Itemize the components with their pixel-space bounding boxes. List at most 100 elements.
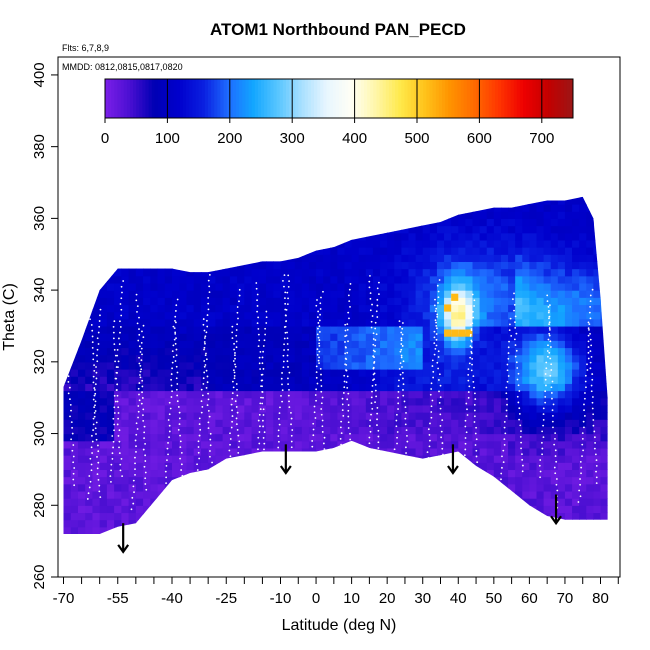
heat-cell bbox=[458, 311, 466, 320]
obs-point bbox=[176, 394, 179, 397]
heat-cell bbox=[266, 325, 274, 334]
heat-cell bbox=[536, 447, 545, 456]
heat-cell bbox=[143, 376, 151, 384]
heat-cell bbox=[365, 419, 374, 427]
heat-cell bbox=[244, 347, 253, 356]
obs-point bbox=[503, 421, 506, 423]
heat-cell bbox=[222, 333, 231, 341]
heat-cell bbox=[244, 290, 253, 298]
obs-point bbox=[93, 369, 96, 372]
heat-cell bbox=[564, 498, 573, 506]
obs-point bbox=[374, 321, 377, 324]
obs-point bbox=[542, 407, 545, 410]
heat-cell bbox=[415, 290, 424, 298]
heat-cell bbox=[572, 490, 580, 499]
obs-point bbox=[234, 354, 236, 357]
obs-point bbox=[521, 453, 523, 455]
heat-cell bbox=[237, 340, 245, 349]
obs-point bbox=[545, 361, 548, 364]
heat-cell bbox=[522, 376, 530, 384]
heat-cell bbox=[215, 397, 224, 406]
obs-point bbox=[514, 326, 517, 329]
heat-cell bbox=[273, 290, 282, 298]
obs-point bbox=[319, 313, 321, 316]
obs-point bbox=[553, 466, 556, 469]
obs-point bbox=[349, 283, 352, 285]
heat-cell bbox=[237, 397, 245, 406]
obs-point bbox=[113, 343, 116, 346]
heat-cell bbox=[372, 340, 381, 349]
obs-point bbox=[318, 350, 321, 353]
obs-point bbox=[287, 366, 289, 368]
heat-cell bbox=[593, 369, 602, 377]
heat-cell bbox=[308, 275, 317, 284]
obs-point bbox=[513, 304, 516, 306]
obs-point bbox=[134, 462, 136, 465]
obs-point bbox=[121, 475, 124, 477]
heat-cell bbox=[294, 318, 303, 327]
heat-cell bbox=[157, 433, 166, 442]
heat-cell bbox=[586, 282, 594, 291]
heat-cell bbox=[394, 412, 402, 420]
heat-cell bbox=[215, 268, 224, 277]
heat-cell bbox=[429, 440, 438, 449]
obs-point bbox=[119, 469, 122, 472]
heat-cell bbox=[308, 340, 317, 349]
heat-cell bbox=[287, 361, 296, 370]
heat-cell bbox=[215, 383, 224, 392]
heat-cell bbox=[208, 455, 216, 463]
heat-cell bbox=[128, 412, 137, 420]
heat-cell bbox=[135, 325, 144, 334]
heat-cell bbox=[429, 275, 438, 284]
obs-point bbox=[464, 437, 467, 439]
obs-point bbox=[401, 371, 404, 374]
heat-cell bbox=[77, 419, 86, 427]
obs-point bbox=[118, 343, 121, 346]
heat-cell bbox=[572, 412, 580, 420]
heat-cell bbox=[550, 247, 559, 255]
obs-point bbox=[235, 329, 238, 331]
obs-point bbox=[373, 378, 376, 381]
heat-cell bbox=[215, 354, 224, 363]
heat-cell bbox=[408, 333, 417, 341]
heat-cell bbox=[500, 383, 509, 392]
heat-cell bbox=[550, 369, 559, 377]
heat-cell bbox=[444, 232, 452, 241]
heat-cell bbox=[572, 404, 580, 413]
heat-cell bbox=[258, 412, 267, 420]
obs-point bbox=[131, 496, 134, 499]
obs-point bbox=[475, 438, 478, 441]
obs-point bbox=[400, 339, 403, 342]
heat-cell bbox=[572, 440, 580, 449]
heat-cell bbox=[77, 426, 86, 435]
heat-cell bbox=[301, 397, 310, 406]
obs-point bbox=[290, 446, 293, 449]
obs-point bbox=[403, 400, 406, 403]
obs-point bbox=[587, 346, 590, 348]
heat-cell bbox=[479, 225, 488, 234]
heat-cell bbox=[408, 426, 417, 435]
heat-cell bbox=[564, 297, 573, 306]
heat-cell bbox=[401, 268, 410, 277]
obs-point bbox=[120, 297, 123, 300]
heat-cell bbox=[586, 290, 594, 298]
heat-cell bbox=[164, 268, 173, 277]
heat-cell bbox=[579, 354, 587, 363]
obs-point bbox=[323, 436, 326, 439]
heat-cell bbox=[266, 361, 274, 370]
heat-cell bbox=[186, 404, 195, 413]
obs-point bbox=[112, 331, 115, 334]
heat-cell bbox=[408, 261, 417, 270]
heat-cell bbox=[479, 304, 488, 313]
obs-point bbox=[207, 308, 210, 311]
heat-cell bbox=[372, 247, 381, 255]
heat-cell bbox=[451, 232, 459, 241]
heat-cell bbox=[150, 354, 159, 363]
obs-point bbox=[290, 434, 293, 437]
heat-cell bbox=[323, 304, 331, 313]
heat-cell bbox=[593, 290, 602, 298]
obs-point bbox=[178, 411, 181, 414]
obs-point bbox=[178, 417, 181, 420]
heat-cell bbox=[415, 433, 424, 442]
heat-cell bbox=[106, 483, 115, 492]
